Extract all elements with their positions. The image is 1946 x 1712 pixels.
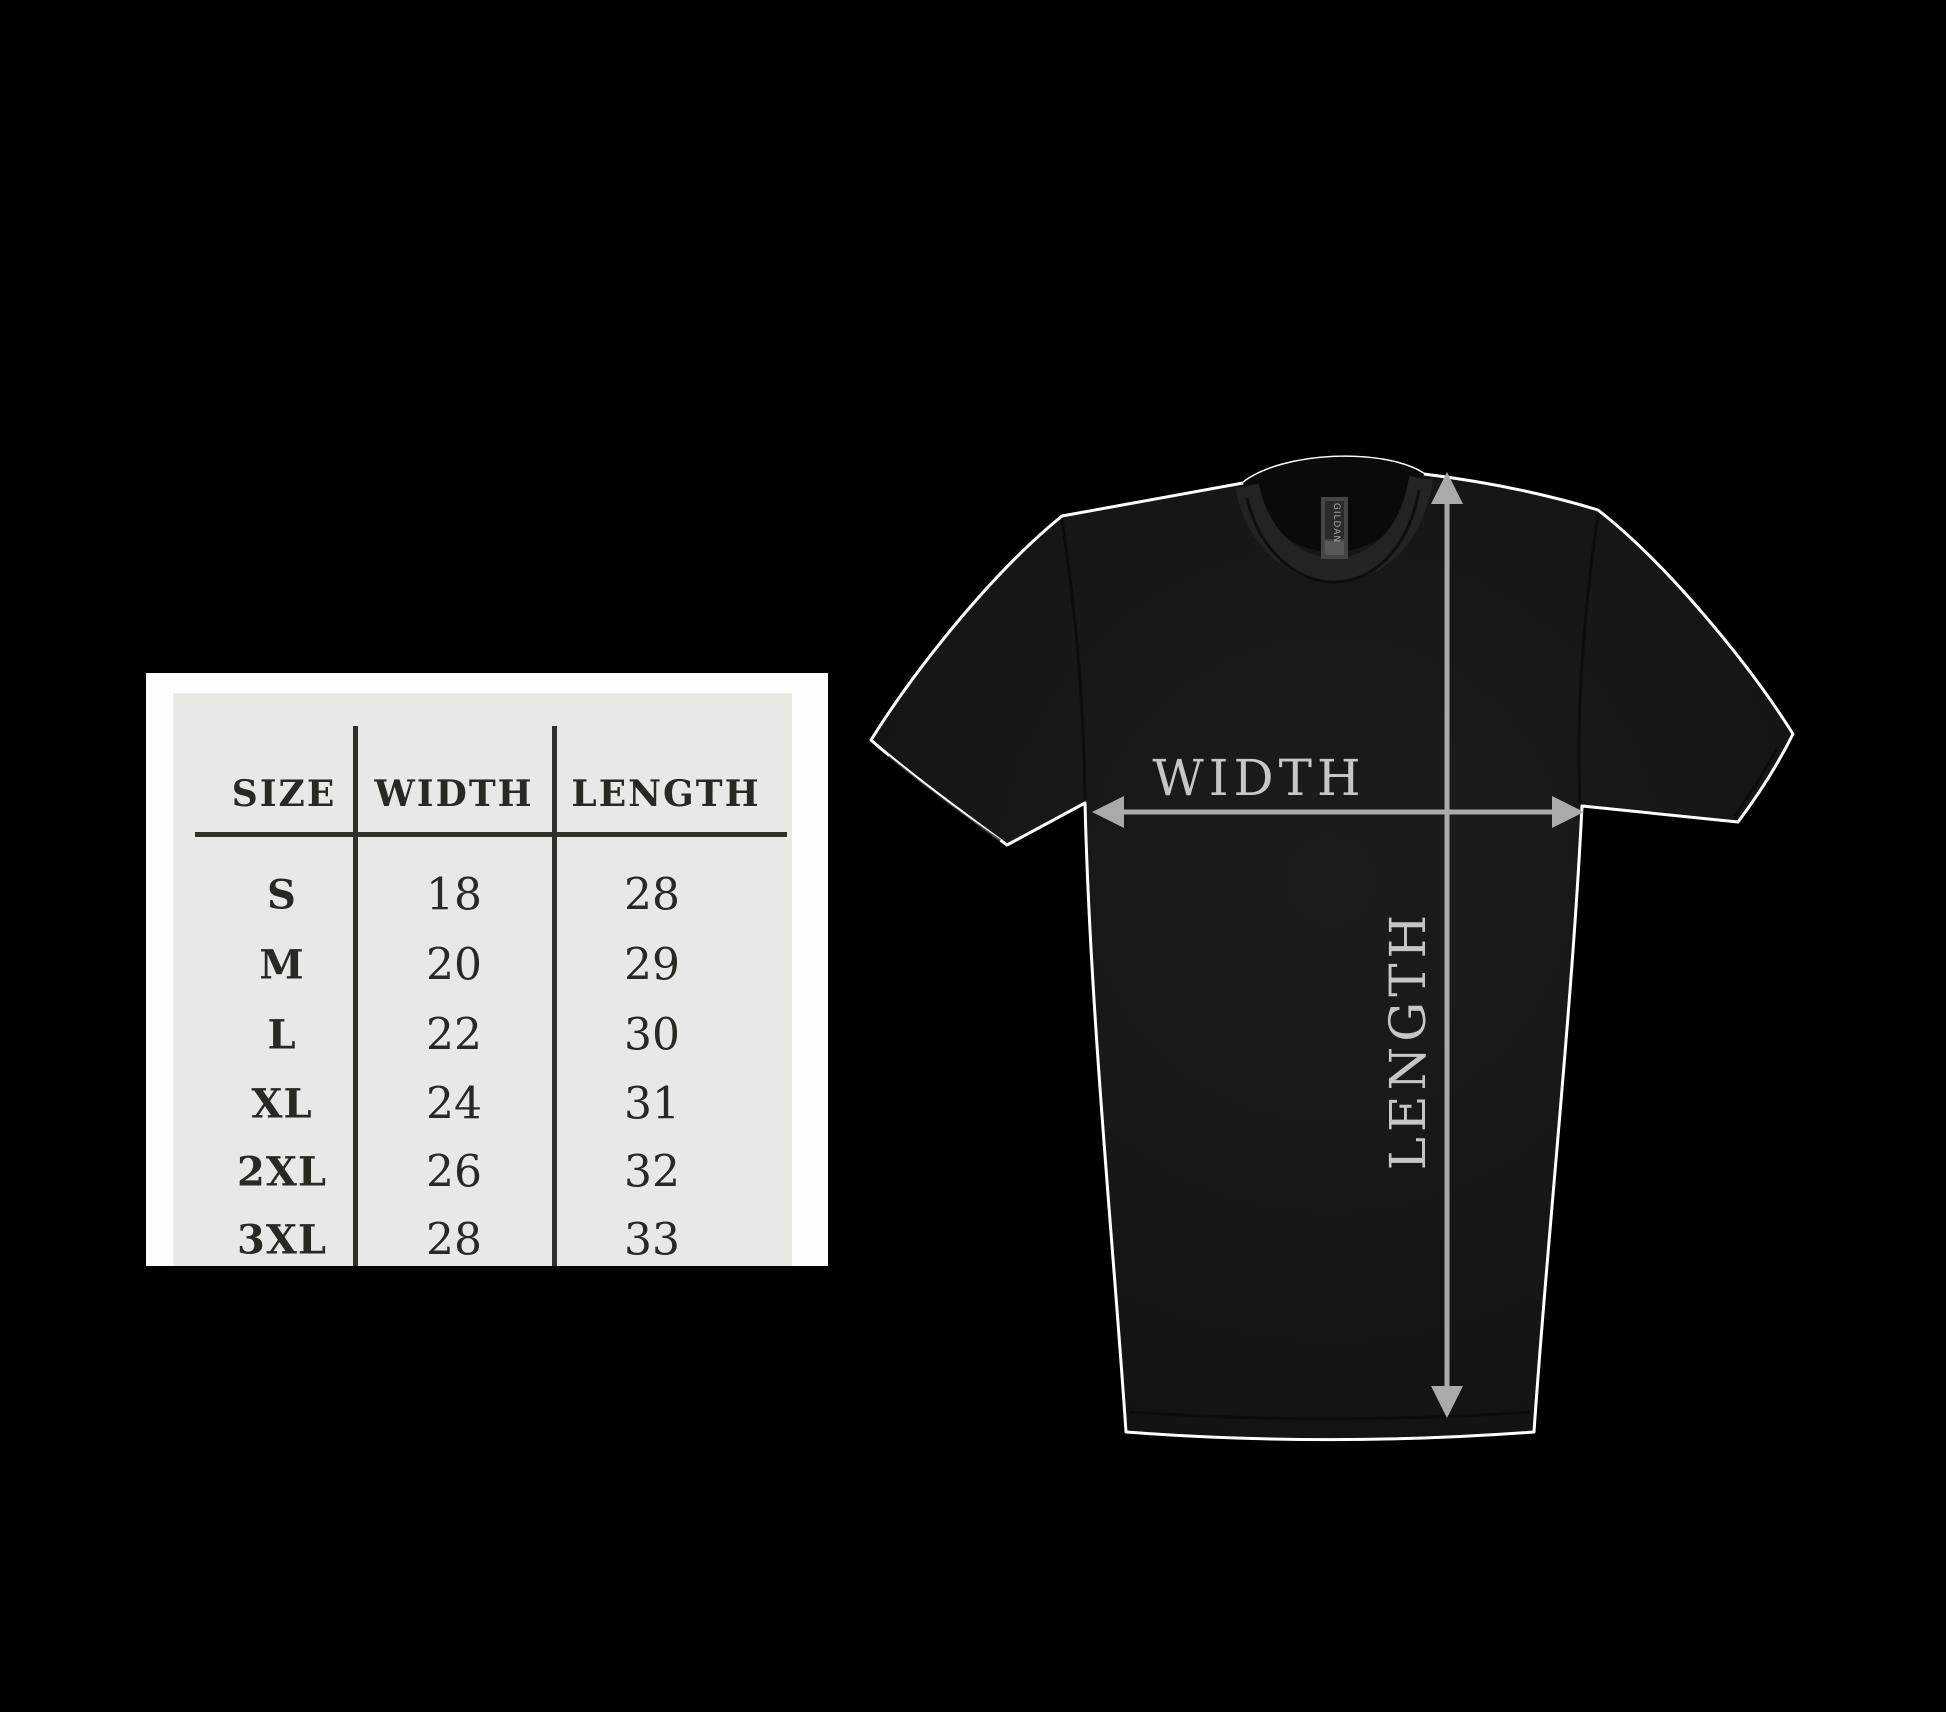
- width-label: WIDTH: [1152, 749, 1365, 807]
- table-cell: 28: [426, 1214, 482, 1266]
- seam-lines: [887, 513, 1780, 1421]
- table-cell: 26: [426, 1146, 482, 1198]
- collar-band: [1235, 475, 1433, 583]
- table-cell: 33: [624, 1214, 680, 1266]
- size-table-panel: SIZE WIDTH LENGTH S 18 28 M 20 29 L 22 3…: [146, 673, 828, 1266]
- length-arrow: [1431, 472, 1463, 1418]
- table-cell: S: [267, 871, 297, 919]
- table-cell: 3XL: [237, 1216, 327, 1264]
- table-cell: 22: [426, 1009, 482, 1061]
- width-arrow: [1092, 796, 1584, 828]
- size-table: SIZE WIDTH LENGTH S 18 28 M 20 29 L 22 3…: [173, 693, 792, 1266]
- header-width: WIDTH: [374, 773, 534, 815]
- header-size: SIZE: [231, 773, 337, 815]
- neck-tag: GILDAN: [1321, 497, 1348, 559]
- table-cell: 18: [426, 869, 482, 921]
- table-cell: 20: [426, 939, 482, 991]
- table-cell: 2XL: [237, 1148, 327, 1196]
- table-cell: 30: [624, 1009, 680, 1061]
- column-divider-2: [552, 726, 557, 1266]
- table-cell: 32: [624, 1146, 680, 1198]
- table-cell: 31: [624, 1078, 680, 1130]
- tshirt-body: [869, 455, 1795, 1441]
- table-cell: 24: [426, 1078, 482, 1130]
- neck-tag-label: GILDAN: [1331, 503, 1341, 543]
- table-cell: XL: [251, 1080, 313, 1128]
- table-cell: 29: [624, 939, 680, 991]
- length-label: LENGTH: [1379, 910, 1437, 1170]
- header-divider: [195, 832, 787, 837]
- collar-seam: [1245, 489, 1421, 584]
- table-cell: L: [267, 1011, 297, 1059]
- header-length: LENGTH: [571, 773, 761, 815]
- table-cell: M: [259, 941, 305, 989]
- column-divider-1: [353, 726, 358, 1266]
- table-cell: 28: [624, 869, 680, 921]
